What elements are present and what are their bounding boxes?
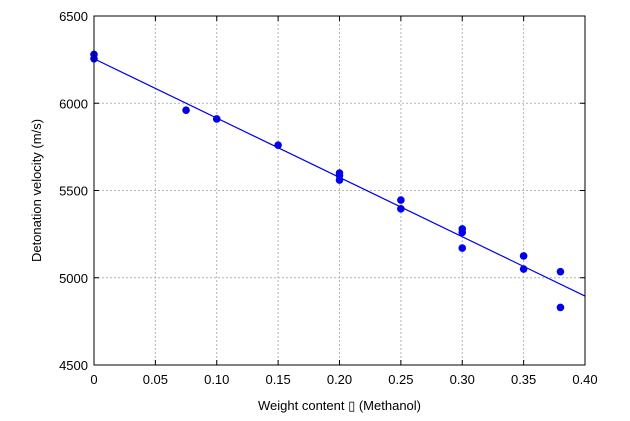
data-point bbox=[556, 267, 565, 276]
grid-lines bbox=[94, 16, 585, 365]
y-tick-label: 5500 bbox=[59, 184, 88, 199]
x-tick-label: 0.40 bbox=[572, 372, 597, 387]
data-series bbox=[90, 50, 586, 312]
x-tick-label: 0 bbox=[90, 372, 97, 387]
x-tick-label: 0.35 bbox=[511, 372, 536, 387]
y-tick-label: 5000 bbox=[59, 271, 88, 286]
data-point bbox=[458, 244, 467, 252]
data-point bbox=[519, 252, 528, 260]
x-tick-label: 0.25 bbox=[388, 372, 413, 387]
x-tick-labels: 0 0.05 0.10 0.15 0.20 0.25 0.30 0.35 0.40 bbox=[90, 372, 597, 387]
x-axis-title: Weight content ▯ (Methanol) bbox=[258, 398, 421, 413]
data-point bbox=[397, 205, 405, 213]
x-tick-label: 0.05 bbox=[143, 372, 168, 387]
data-point bbox=[182, 106, 190, 115]
data-point bbox=[397, 196, 405, 204]
y-tick-label: 6500 bbox=[59, 9, 88, 24]
x-tick-label: 0.20 bbox=[327, 372, 352, 387]
data-point bbox=[458, 228, 467, 237]
y-tick-label: 4500 bbox=[59, 358, 88, 373]
y-tick-label: 6000 bbox=[59, 96, 88, 111]
data-point bbox=[556, 303, 565, 312]
plot-frame bbox=[93, 15, 586, 366]
x-tick-label: 0.15 bbox=[265, 372, 290, 387]
x-tick-label: 0.10 bbox=[204, 372, 229, 387]
trend-line bbox=[93, 58, 586, 297]
x-tick-label: 0.30 bbox=[450, 372, 475, 387]
y-tick-labels: 4500 5000 5500 6000 6500 bbox=[59, 9, 88, 373]
y-axis-title: Detonation velocity (m/s) bbox=[29, 119, 44, 262]
